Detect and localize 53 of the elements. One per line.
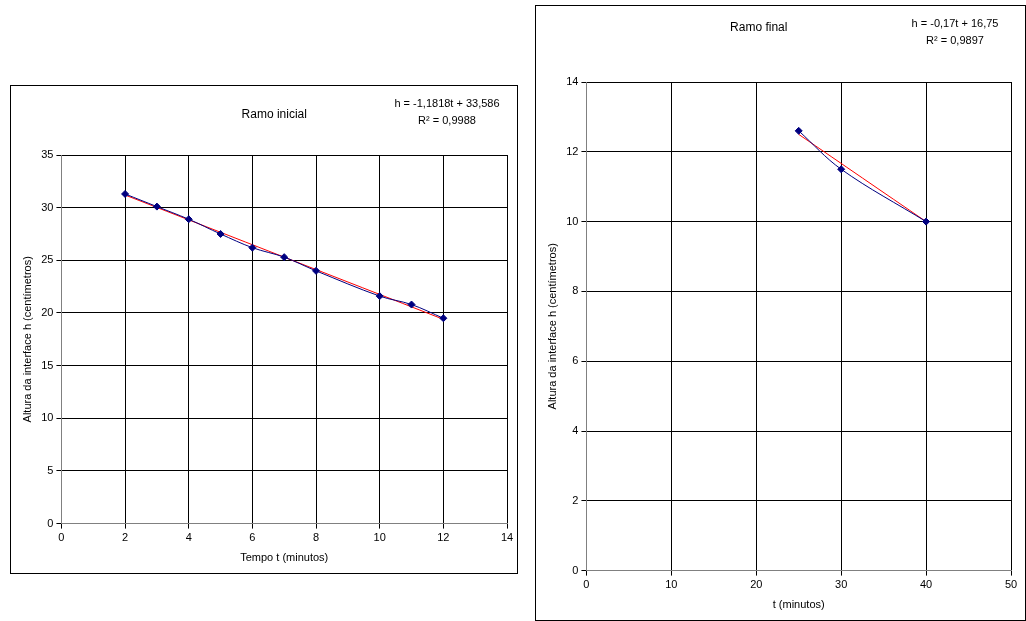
y-tick-label: 14 <box>566 75 579 88</box>
text: R² = 0,9897 <box>926 34 984 47</box>
y-tick-label: 8 <box>572 284 579 297</box>
text: h = -1,1818t + 33,586 <box>394 97 500 110</box>
point <box>184 215 193 224</box>
point <box>152 202 161 211</box>
y-tick-label: 25 <box>41 253 54 266</box>
x-tick-label: 14 <box>500 531 514 544</box>
x-tick-label: 50 <box>1004 578 1018 591</box>
point <box>407 300 416 309</box>
y-tick-label: 20 <box>41 306 54 318</box>
x-tick-label: 20 <box>750 578 763 591</box>
y-tick-label: 35 <box>41 148 54 161</box>
x-tick-label: 12 <box>437 531 450 544</box>
x-tick-label: 8 <box>312 531 320 544</box>
x-axis-title: t (minutos) <box>772 598 825 611</box>
chart-title: Ramo final <box>730 20 788 35</box>
x-tick-label: 0 <box>58 531 65 544</box>
y-tick-label: 5 <box>47 463 54 476</box>
y-tick-label: 15 <box>41 358 54 371</box>
point <box>837 165 846 174</box>
point <box>312 266 321 275</box>
x-tick-label: 0 <box>583 578 590 591</box>
y-tick-label: 2 <box>572 493 579 506</box>
text: R² = 0,9988 <box>418 114 476 127</box>
y-tick-label: 4 <box>572 424 579 437</box>
x-tick-label: 30 <box>835 578 848 591</box>
y-tick-label: 30 <box>41 200 54 213</box>
point <box>922 217 931 226</box>
point <box>248 243 257 252</box>
y-tick-label: 12 <box>566 144 579 157</box>
y-tick-label: 0 <box>572 563 579 576</box>
y-tick-label: 0 <box>47 516 54 529</box>
point <box>216 229 225 238</box>
text: h = -0,17t + 16,75 <box>911 17 999 30</box>
point <box>439 314 448 323</box>
x-tick-label: 10 <box>665 578 678 591</box>
x-tick-label: 10 <box>373 531 386 544</box>
chart-title: Ramo inicial <box>241 107 307 122</box>
y-tick-label: 10 <box>566 214 579 227</box>
x-tick-label: 6 <box>249 531 256 544</box>
x-tick-label: 40 <box>919 578 933 591</box>
point <box>280 253 289 262</box>
y-tick-label: 10 <box>41 411 54 424</box>
x-axis-title: Tempo t (minutos) <box>240 551 329 564</box>
x-tick-label: 4 <box>185 531 192 544</box>
x-tick-label: 2 <box>122 531 129 544</box>
y-axis-title: Altura da interface h (centímetros) <box>20 256 33 423</box>
point <box>794 126 803 135</box>
point <box>121 189 130 198</box>
point <box>375 292 384 301</box>
y-tick-label: 6 <box>572 354 579 367</box>
y-axis-title: Altura da interface h (centímetros) <box>545 243 558 410</box>
